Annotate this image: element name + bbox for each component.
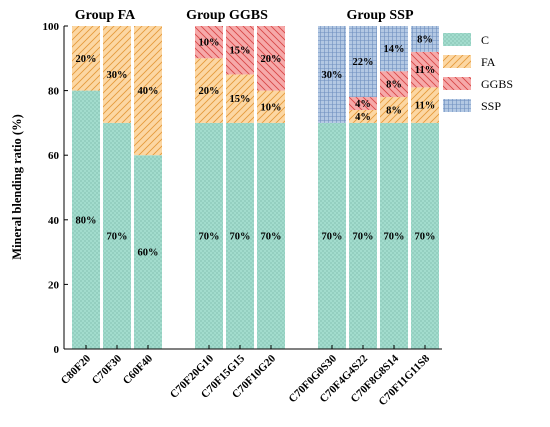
y-axis-title: Mineral blending ratio (%) xyxy=(10,114,24,259)
bar-c70f11g11s8-fa xyxy=(411,87,439,123)
legend-label-c: C xyxy=(481,33,489,47)
bar-c80f20-fa xyxy=(72,26,100,91)
legend: C FA GGBS SSP xyxy=(443,33,513,113)
bar-c60f40-fa xyxy=(134,26,162,156)
legend-swatch-c xyxy=(443,33,471,46)
y-ticks: 0 20 40 60 80 100 xyxy=(43,21,68,356)
data-label-c70f11g11s8-fa: 11% xyxy=(415,101,435,112)
data-label-c70f0g0s30-ssp: 30% xyxy=(322,70,343,81)
data-label-c80f20-fa: 20% xyxy=(76,54,97,65)
legend-swatch-ssp xyxy=(443,99,471,112)
group-title-ggbs: Group GGBS xyxy=(186,8,268,23)
data-label-c70f15g15-fa: 15% xyxy=(230,94,251,105)
data-label-c70f10g20-c: 70% xyxy=(261,231,282,242)
data-label-c70f10g20-ggbs: 20% xyxy=(261,54,282,65)
bars xyxy=(72,26,439,350)
bar-c70f20g10-c xyxy=(195,122,223,350)
data-label-c70f8g8s14-ssp: 14% xyxy=(384,44,405,55)
bar-c70f30-c xyxy=(103,122,131,350)
x-tick-label-c60f40: C60F40 xyxy=(121,352,156,387)
segment-labels: 80% 20% 70% 30% 60% 40% 70% 20% 10% 70% 15% 15% 70% 1… xyxy=(76,34,436,258)
bar-c80f20-c xyxy=(72,90,100,349)
bar-c70f8g8s14-c xyxy=(380,122,408,350)
legend-label-fa: FA xyxy=(481,55,496,69)
bar-c70f30-fa xyxy=(103,26,131,123)
bar-c70f0g0s30-ssp xyxy=(318,26,346,123)
axes xyxy=(63,26,442,350)
legend-label-ggbs: GGBS xyxy=(481,77,513,91)
data-label-c80f20-c: 80% xyxy=(76,215,97,226)
data-label-c70f4g4s22-fa: 4% xyxy=(355,112,371,123)
data-label-c70f20g10-fa: 20% xyxy=(199,86,220,97)
data-label-c70f30-c: 70% xyxy=(107,231,128,242)
y-tick-label-80: 80 xyxy=(48,86,60,98)
data-label-c70f4g4s22-ggbs: 4% xyxy=(355,99,371,110)
data-label-c70f0g0s30-c: 70% xyxy=(322,231,343,242)
legend-swatch-ggbs xyxy=(443,77,471,90)
bar-c60f40-c xyxy=(134,155,162,349)
bar-c70f20g10-fa xyxy=(195,58,223,123)
group-title-ssp: Group SSP xyxy=(346,8,413,23)
bar-c70f4g4s22-c xyxy=(349,122,377,350)
data-label-c60f40-c: 60% xyxy=(138,248,159,259)
legend-label-ssp: SSP xyxy=(481,99,501,113)
bar-c70f8g8s14-fa xyxy=(380,97,408,123)
bar-c70f11g11s8-ssp xyxy=(411,26,439,52)
data-label-c70f4g4s22-c: 70% xyxy=(353,231,374,242)
data-label-c70f20g10-c: 70% xyxy=(199,231,220,242)
data-label-c70f8g8s14-fa: 8% xyxy=(386,105,402,116)
data-label-c70f8g8s14-ggbs: 8% xyxy=(386,80,402,91)
bar-c70f8g8s14-ssp xyxy=(380,26,408,72)
data-label-c70f20g10-ggbs: 10% xyxy=(199,38,220,49)
bar-c70f15g15-fa xyxy=(226,74,254,123)
data-label-c70f30-fa: 30% xyxy=(107,70,128,81)
bar-c70f11g11s8-ggbs xyxy=(411,51,439,88)
y-tick-label-20: 20 xyxy=(48,279,60,291)
legend-swatch-fa xyxy=(443,55,471,68)
data-label-c60f40-fa: 40% xyxy=(138,86,159,97)
bar-c70f15g15-c xyxy=(226,122,254,350)
data-label-c70f10g20-fa: 10% xyxy=(261,102,282,113)
bar-c70f0g0s30-c xyxy=(318,122,346,350)
data-label-c70f4g4s22-ssp: 22% xyxy=(353,57,374,68)
bar-c70f10g20-c xyxy=(257,122,285,350)
group-titles: Group FA Group GGBS Group SSP xyxy=(75,8,414,23)
bar-c70f8g8s14-ggbs xyxy=(380,71,408,98)
bar-c70f20g10-ggbs xyxy=(195,26,223,59)
bar-c70f4g4s22-ssp xyxy=(349,26,377,98)
bar-c70f4g4s22-ggbs xyxy=(349,97,377,110)
y-tick-label-0: 0 xyxy=(54,344,60,356)
data-label-c70f15g15-c: 70% xyxy=(230,231,251,242)
x-tick-label-c80f20: C80F20 xyxy=(59,352,94,387)
data-label-c70f11g11s8-ggbs: 11% xyxy=(415,65,435,76)
bar-c70f4g4s22-fa xyxy=(349,109,377,123)
data-label-c70f15g15-ggbs: 15% xyxy=(230,46,251,57)
data-label-c70f8g8s14-c: 70% xyxy=(384,231,405,242)
bar-c70f10g20-fa xyxy=(257,90,285,123)
data-label-c70f11g11s8-c: 70% xyxy=(415,231,436,242)
y-tick-label-60: 60 xyxy=(48,150,60,162)
x-tick-label-c70f30: C70F30 xyxy=(90,352,125,387)
group-title-fa: Group FA xyxy=(75,8,136,23)
bar-c70f11g11s8-c xyxy=(411,122,439,350)
bar-c70f10g20-ggbs xyxy=(257,26,285,91)
y-tick-label-100: 100 xyxy=(43,21,60,33)
y-tick-label-40: 40 xyxy=(48,215,60,227)
bar-c70f15g15-ggbs xyxy=(226,26,254,75)
data-label-c70f11g11s8-ssp: 8% xyxy=(417,34,433,45)
